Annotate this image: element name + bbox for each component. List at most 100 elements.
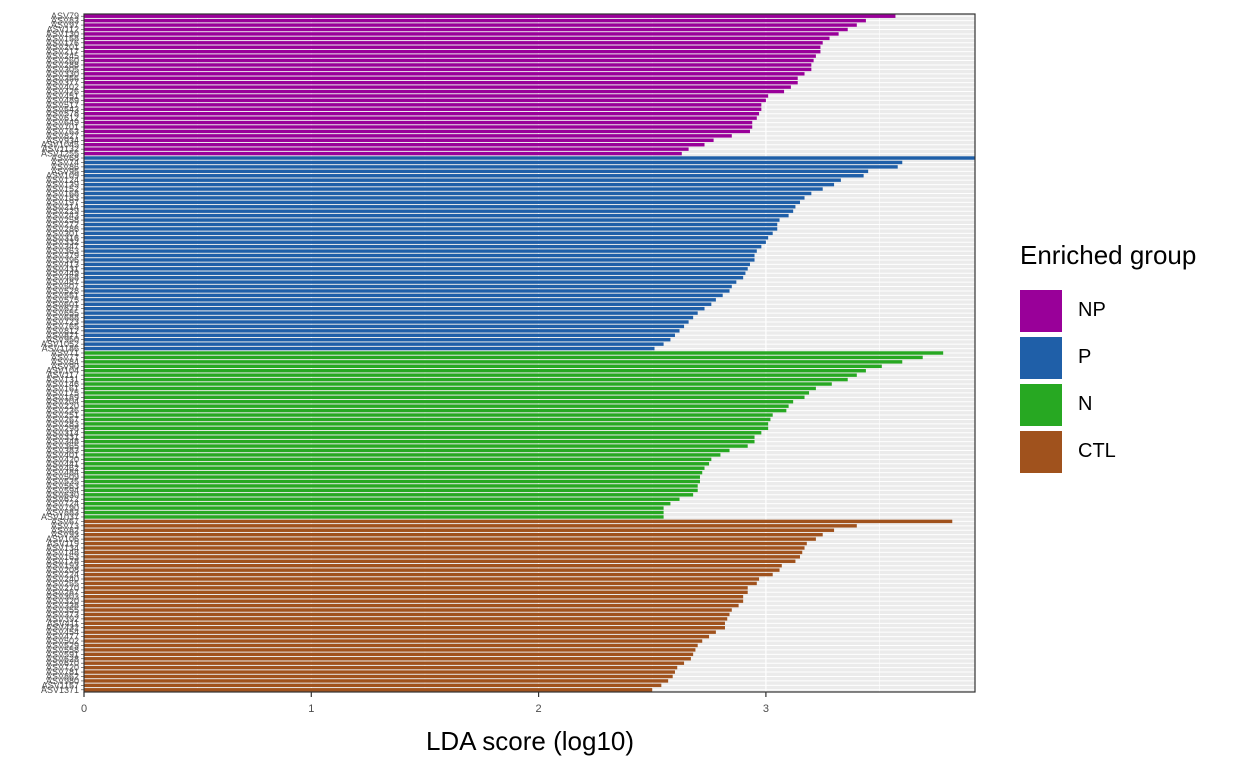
bar-np-asv201 [84,45,821,49]
bar-np-asv217 [84,49,821,54]
bar-np-asv288 [84,63,812,67]
legend: Enriched group NP P N CTL [1020,240,1196,475]
bar-p-asv152 [84,187,823,191]
legend-swatch [1020,289,1062,332]
y-tick-label: ASV176 [46,38,79,48]
bar-n-asv563 [84,484,698,488]
bar-np-asv112 [84,27,848,32]
bar-p-asv601 [84,302,712,306]
y-tick-label: ASV578 [46,109,79,119]
legend-swatch [1020,336,1062,379]
bar-np-asv763 [84,129,750,134]
bar-n-asv348 [84,439,755,444]
y-tick-label: ASV432 [46,623,79,633]
bar-p-asv688 [84,315,694,320]
bar-np-asv426 [84,89,785,94]
bar-ctl-asv862 [84,674,673,679]
y-tick-label: ASV1255 [41,149,79,159]
bar-p-asv528 [84,289,730,293]
y-tick-label: ASV396 [46,255,79,265]
bar-p-asv396 [84,258,755,262]
bar-n-asv724 [84,501,671,506]
bar-np-asv827 [84,134,732,138]
bar-np-asv701 [84,125,753,129]
bar-np-asv1045 [84,143,705,147]
y-tick-label: ASV355 [46,605,79,615]
y-tick-label: ASV883 [46,508,79,518]
legend-item-ctl: CTL [1020,428,1196,475]
y-tick-label: ASV272 [46,219,79,229]
y-tick-label: ASV134 [46,543,79,553]
bar-p-asv124 [84,178,841,182]
bar-n-asv401 [84,453,721,457]
bar-np-asv451 [84,94,769,98]
y-tick-label: ASV298 [46,423,79,433]
y-tick-label: ASV236 [46,406,79,416]
y-tick-label: ASV413 [46,259,79,269]
bar-ctl-asv134 [84,546,805,550]
bar-p-asv655 [84,311,698,315]
y-tick-label: ASV95 [51,166,79,176]
bar-p-asv1186 [84,346,655,351]
y-tick-label: ASV551 [46,290,79,300]
bar-np-asv489 [84,98,766,103]
bar-p-asv139 [84,182,835,187]
y-tick-label: ASV1037 [41,512,79,522]
bar-p-asv723 [84,320,689,324]
y-tick-label: ASV601 [46,299,79,309]
bar-p-asv68 [84,156,975,160]
y-tick-label: ASV502 [46,636,79,646]
y-tick-label: ASV193 [46,561,79,571]
bar-p-asv1052 [84,342,664,346]
x-tick-label: 3 [763,703,769,715]
bar-n-asv251 [84,413,773,417]
y-tick-label: ASV148 [46,547,79,557]
y-tick-label: ASV331 [46,432,79,442]
y-tick-label: ASV224 [46,570,79,580]
y-tick-label: ASV649 [46,118,79,128]
bar-n-asv104 [84,369,866,373]
bar-ctl-asv119 [84,541,807,546]
y-tick-label: ASV628 [46,654,79,664]
y-tick-label: ASV260 [46,56,79,66]
y-tick-label: ASV426 [46,87,79,97]
bar-ctl-asv781 [84,670,675,674]
y-tick-label: ASV1052 [41,339,79,349]
y-tick-label: ASV67 [51,516,79,526]
y-tick-label: ASV83 [51,16,79,26]
y-tick-label: ASV217 [46,47,79,57]
bar-np-asv305 [84,67,812,72]
bar-p-asv183 [84,196,805,200]
y-tick-label: ASV197 [46,197,79,207]
y-tick-label: ASV373 [46,609,79,619]
bar-p-asv109 [84,174,864,178]
y-tick-label: ASV612 [46,113,79,123]
bar-ctl-asv255 [84,581,757,586]
y-tick-label: ASV229 [46,206,79,216]
bar-p-asv197 [84,200,800,205]
y-tick-label: ASV168 [46,188,79,198]
y-tick-label: ASV402 [46,82,79,92]
y-tick-label: ASV363 [46,246,79,256]
y-tick-label: ASV287 [46,587,79,597]
y-tick-label: ASV124 [46,175,79,185]
bar-p-asv332 [84,240,766,244]
bar-n-asv84 [84,360,903,364]
bar-n-asv90 [84,364,882,369]
bar-n-asv1037 [84,515,664,519]
y-tick-label: ASV301 [46,228,79,238]
y-tick-label: ASV106 [46,534,79,544]
bar-p-asv507 [84,284,732,289]
y-tick-label: ASV484 [46,468,79,478]
bar-n-asv365 [84,444,748,448]
bar-np-asv934 [84,138,714,143]
y-tick-label: ASV161 [46,383,79,393]
y-tick-label: ASV477 [46,632,79,642]
bar-np-asv649 [84,120,753,125]
y-tick-label: ASV431 [46,264,79,274]
y-tick-label: ASV1371 [41,685,79,695]
y-tick-label: ASV77 [51,352,79,362]
bar-ctl-asv178 [84,559,796,563]
y-tick-label: ASV487 [46,277,79,287]
bar-ctl-asv454 [84,630,716,634]
